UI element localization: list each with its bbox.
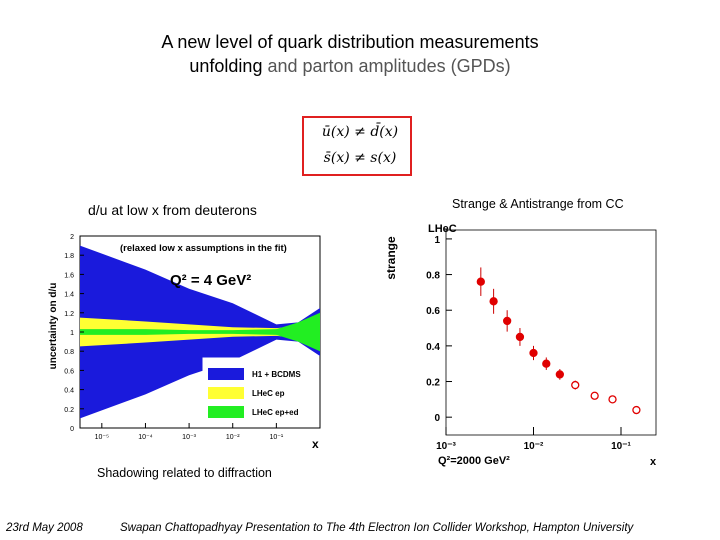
point-8 (590, 391, 599, 400)
chart1-ytick-label: 1.6 (64, 272, 74, 279)
title-line-2: unfolding and parton amplitudes (GPDs) (0, 54, 700, 78)
strange-chart: strange LHeC 0 0.2 0.4 0.6 0.8 1 10⁻³ 10⁻² 10⁻¹… (384, 223, 657, 468)
point-4 (529, 348, 538, 358)
title-line-2-a: unfolding (189, 56, 263, 76)
chart2-xtick-label: 10⁻² (524, 441, 544, 452)
chart1-ytick-label: 1.2 (64, 311, 74, 318)
strange-caption: Strange & Antistrange from CC (452, 197, 624, 211)
chart1-xtick-label: 10⁻³ (182, 434, 196, 441)
legend-swatch-0 (208, 368, 244, 380)
chart2-label: LHeC (428, 223, 457, 235)
chart2-xtick-label: 10⁻³ (436, 441, 456, 452)
chart2-ytick-label: 0.8 (426, 271, 440, 282)
chart2-ylabel: strange (384, 236, 398, 280)
chart1-xlabel: x (312, 437, 319, 451)
chart1-ylabel: uncertainty on d/u (48, 283, 59, 370)
point-1 (489, 297, 498, 306)
chart1-q2: Q² = 4 GeV² (170, 272, 251, 289)
slide-title: A new level of quark distribution measur… (0, 30, 700, 78)
chart1-ytick-label: 2 (70, 234, 74, 241)
chart2-xtick-label: 10⁻¹ (611, 441, 631, 452)
footer-date: 23rd May 2008 (6, 522, 83, 534)
legend-label-2: LHeC ep+ed (252, 408, 299, 417)
chart1-title: d/u at low x from deuterons (88, 202, 257, 218)
chart2-frame (445, 229, 657, 436)
du-uncertainty-chart: d/u at low x from deuterons uncertainty … (48, 202, 321, 451)
point-2 (503, 316, 512, 326)
chart2-ytick-label: 0 (434, 413, 440, 424)
chart1-xtick-label: 10⁻¹ (269, 434, 283, 441)
chart2-ytick-label: 0.2 (426, 378, 440, 389)
chart1-xtick-label: 10⁻² (226, 434, 240, 441)
chart1-annotation: (relaxed low x assumptions in the fit) (120, 243, 287, 254)
chart1-ytick-label: 0.4 (64, 388, 74, 395)
chart2-ytick-label: 0.4 (426, 342, 440, 353)
chart1-xtick-label: 10⁻⁵ (95, 434, 109, 441)
legend-swatch-2 (208, 406, 244, 418)
legend-swatch-1 (208, 387, 244, 399)
footer-presenter: Swapan Chattopadhyay Presentation to The… (120, 522, 634, 534)
chart2-ytick-label: 1 (434, 235, 440, 246)
point-3 (515, 332, 525, 342)
legend-label-1: LHeC ep (252, 389, 285, 398)
chart1-xtick-label: 10⁻⁴ (138, 434, 153, 441)
chart1-ytick-label: 0 (70, 426, 74, 433)
point-10 (632, 405, 641, 415)
point-6 (555, 370, 564, 379)
point-9 (608, 395, 617, 404)
chart1-ytick-label: 1.4 (64, 292, 74, 299)
point-7 (571, 380, 580, 390)
chart1-ytick-label: 0.6 (64, 368, 74, 375)
point-0 (476, 277, 485, 286)
chart2-xlabel: x (650, 456, 657, 468)
formula-box: ū(x) ≠ d̄(x) s̄(x) ≠ s(x) (302, 116, 412, 176)
chart1-ytick-label: 0.2 (64, 407, 74, 414)
title-line-1: A new level of quark distribution measur… (161, 32, 539, 52)
shadowing-caption: Shadowing related to diffraction (97, 466, 272, 480)
point-5 (542, 359, 551, 368)
formula-ubar-dbar: ū(x) ≠ d̄(x) (321, 124, 399, 140)
chart1-ytick-label: 1 (70, 330, 74, 337)
chart1-ytick-label: 0.8 (64, 349, 74, 356)
chart1-ytick-label: 1.8 (64, 253, 74, 260)
chart2-q2: Q²=2000 GeV² (438, 455, 510, 467)
legend-label-0: H1 + BCDMS (252, 370, 301, 379)
chart2-ytick-label: 0.6 (426, 306, 440, 317)
formula-sbar-s: s̄(x) ≠ s(x) (323, 150, 397, 166)
title-line-2-b: and parton amplitudes (GPDs) (262, 56, 511, 76)
band-2 (80, 312, 320, 352)
